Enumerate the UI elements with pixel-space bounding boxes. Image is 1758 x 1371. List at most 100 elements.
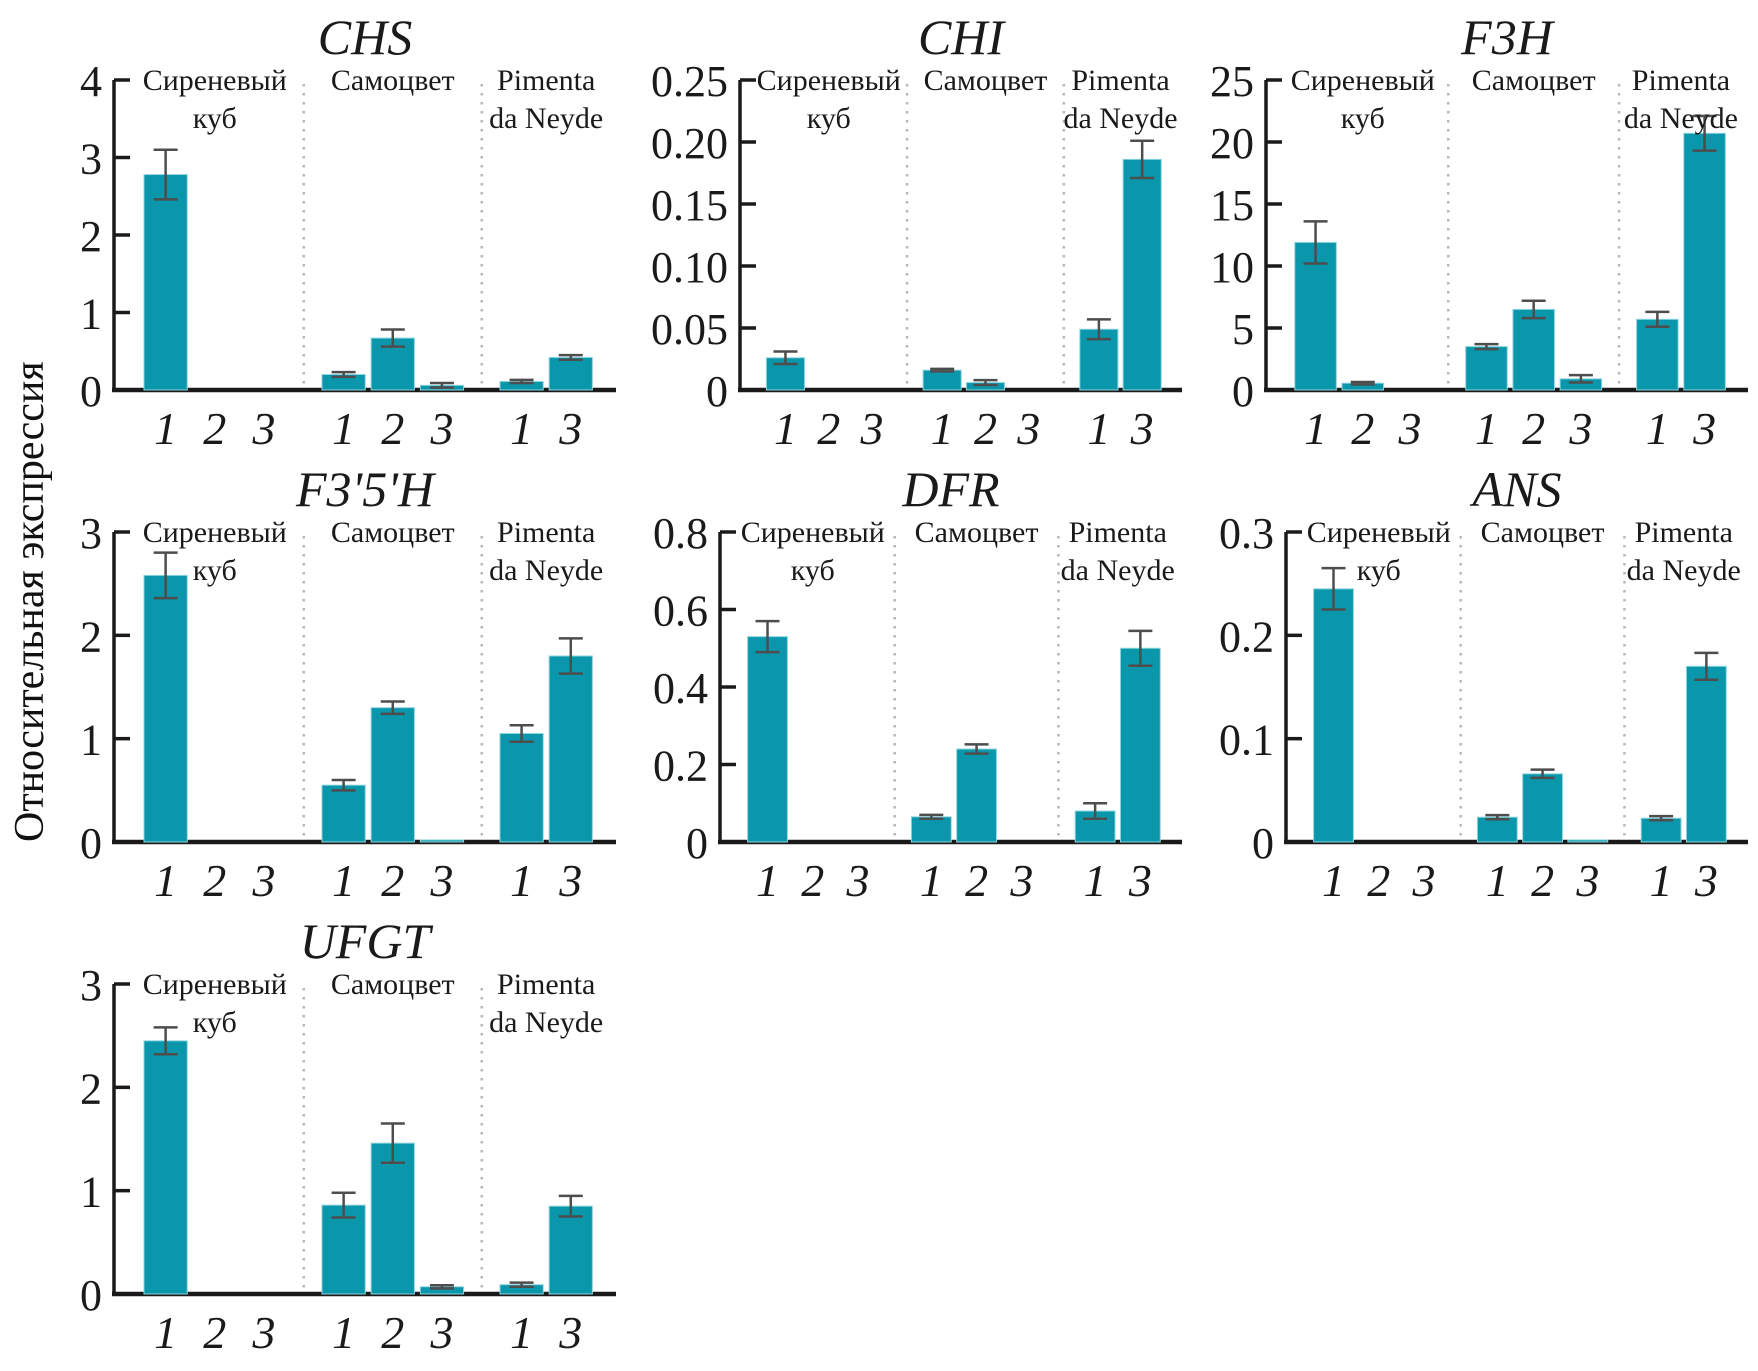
bar-g3-3	[548, 655, 593, 843]
x-tick-label: 1	[332, 403, 355, 454]
x-tick-label: 1	[332, 1307, 355, 1358]
y-tick-label: 0	[80, 367, 102, 416]
x-tick-label: 3	[558, 1307, 582, 1358]
group-label: Сиреневый	[143, 968, 287, 1001]
group-label: Pimenta	[1635, 516, 1733, 549]
bar-g2-1	[321, 784, 366, 843]
y-tick-label: 1	[80, 290, 102, 339]
y-tick-label: 15	[1210, 181, 1254, 230]
group-label: Самоцвет	[331, 64, 455, 97]
bar-g1-1	[143, 174, 188, 391]
bar-g3-1	[1636, 318, 1679, 391]
group-label: da Neyde	[1624, 102, 1738, 135]
x-tick-label: 3	[558, 855, 582, 906]
chart-title: F3H	[1460, 9, 1556, 65]
y-tick-label: 0.2	[1219, 612, 1274, 661]
bar-g2-1	[910, 816, 952, 843]
x-tick-label: 2	[817, 403, 840, 454]
x-tick-label: 1	[154, 855, 177, 906]
y-tick-label: 0.20	[651, 119, 728, 168]
bar-g1-1	[1294, 241, 1337, 391]
bar-g3-3	[1122, 158, 1162, 391]
y-tick-label: 2	[80, 612, 102, 661]
y-tick-label: 3	[80, 509, 102, 558]
x-tick-label: 1	[332, 855, 355, 906]
group-label: Самоцвет	[331, 968, 455, 1001]
bar-g2-2	[370, 707, 415, 843]
bar-g2-2	[370, 1142, 415, 1295]
bar-g3-3	[1683, 132, 1726, 391]
y-tick-label: 0.4	[653, 664, 708, 713]
x-tick-label: 3	[1694, 855, 1718, 906]
bar-g3-3	[548, 356, 593, 391]
x-tick-label: 1	[920, 855, 943, 906]
x-tick-label: 1	[1322, 855, 1345, 906]
group-label: da Neyde	[489, 554, 603, 587]
group-label: Самоцвет	[331, 516, 455, 549]
y-tick-label: 25	[1210, 57, 1254, 106]
bar-g2-2	[1522, 773, 1563, 843]
x-tick-label: 1	[774, 403, 797, 454]
y-tick-label: 0.25	[651, 57, 728, 106]
x-tick-label: 3	[429, 855, 453, 906]
chart-title: UFGT	[300, 913, 434, 969]
x-tick-label: 3	[251, 403, 275, 454]
y-tick-label: 0.2	[653, 742, 708, 791]
group-label: da Neyde	[1627, 554, 1741, 587]
bar-g2-1	[1465, 346, 1508, 391]
group-label: da Neyde	[1063, 102, 1177, 135]
x-tick-label: 2	[1351, 403, 1374, 454]
y-tick-label: 5	[1232, 305, 1254, 354]
x-tick-label: 1	[154, 1307, 177, 1358]
group-label: da Neyde	[489, 1006, 603, 1039]
y-tick-label: 0	[1232, 367, 1254, 416]
y-tick-label: 0.3	[1219, 509, 1274, 558]
x-tick-label: 2	[965, 855, 988, 906]
y-tick-label: 0.10	[651, 243, 728, 292]
y-tick-label: 10	[1210, 243, 1254, 292]
y-tick-label: 0	[706, 367, 728, 416]
x-tick-label: 2	[203, 403, 226, 454]
chart-title: ANS	[1470, 461, 1562, 517]
x-tick-label: 2	[974, 403, 997, 454]
group-label: Pimenta	[497, 516, 595, 549]
chart-panel-ufgt: UFGT 0 1 2 3 1 2 3 Сиреневый куб 1 2 3 Самоцвет 1 3 Pime…	[56, 912, 622, 1364]
group-label: Pimenta	[1071, 64, 1169, 97]
chart-title: DFR	[901, 461, 999, 517]
chart-panel-chs: CHS 0 1 2 3 4 1 2 3 Сиреневый куб 1 2 3 Самоцвет 1 3 Pime…	[56, 8, 622, 460]
bar-g1-1	[1313, 588, 1354, 843]
group-label: Сиреневый	[741, 516, 885, 549]
y-tick-label: 1	[80, 716, 102, 765]
x-tick-label: 1	[1646, 403, 1669, 454]
group-label: куб	[791, 554, 835, 587]
x-tick-label: 2	[203, 1307, 226, 1358]
group-label: Самоцвет	[915, 516, 1039, 549]
group-label: Pimenta	[497, 968, 595, 1001]
group-label: Pimenta	[1069, 516, 1167, 549]
group-label: Самоцвет	[1481, 516, 1605, 549]
bar-g3-3	[1685, 665, 1727, 843]
x-tick-label: 3	[1128, 855, 1152, 906]
group-label: куб	[1357, 554, 1401, 587]
y-tick-label: 0	[1252, 819, 1274, 868]
group-label: куб	[807, 102, 851, 135]
x-tick-label: 1	[510, 1307, 533, 1358]
x-tick-label: 1	[1084, 855, 1107, 906]
y-axis-label: Относительная экспрессия	[7, 361, 53, 842]
x-tick-label: 2	[381, 1307, 404, 1358]
x-tick-label: 3	[1692, 403, 1716, 454]
bar-g1-1	[143, 1040, 188, 1295]
bar-g3-1	[1640, 817, 1682, 843]
y-tick-label: 0	[80, 819, 102, 868]
group-label: куб	[193, 102, 237, 135]
x-tick-label: 3	[251, 855, 275, 906]
bar-g2-2	[956, 748, 997, 843]
x-tick-label: 3	[1568, 403, 1592, 454]
chart-panel-chi: CHI 0 0.05 0.10 0.15 0.20 0.25 1 2 3 Сиреневый куб 1…	[622, 8, 1188, 460]
group-label: Сиреневый	[1307, 516, 1451, 549]
